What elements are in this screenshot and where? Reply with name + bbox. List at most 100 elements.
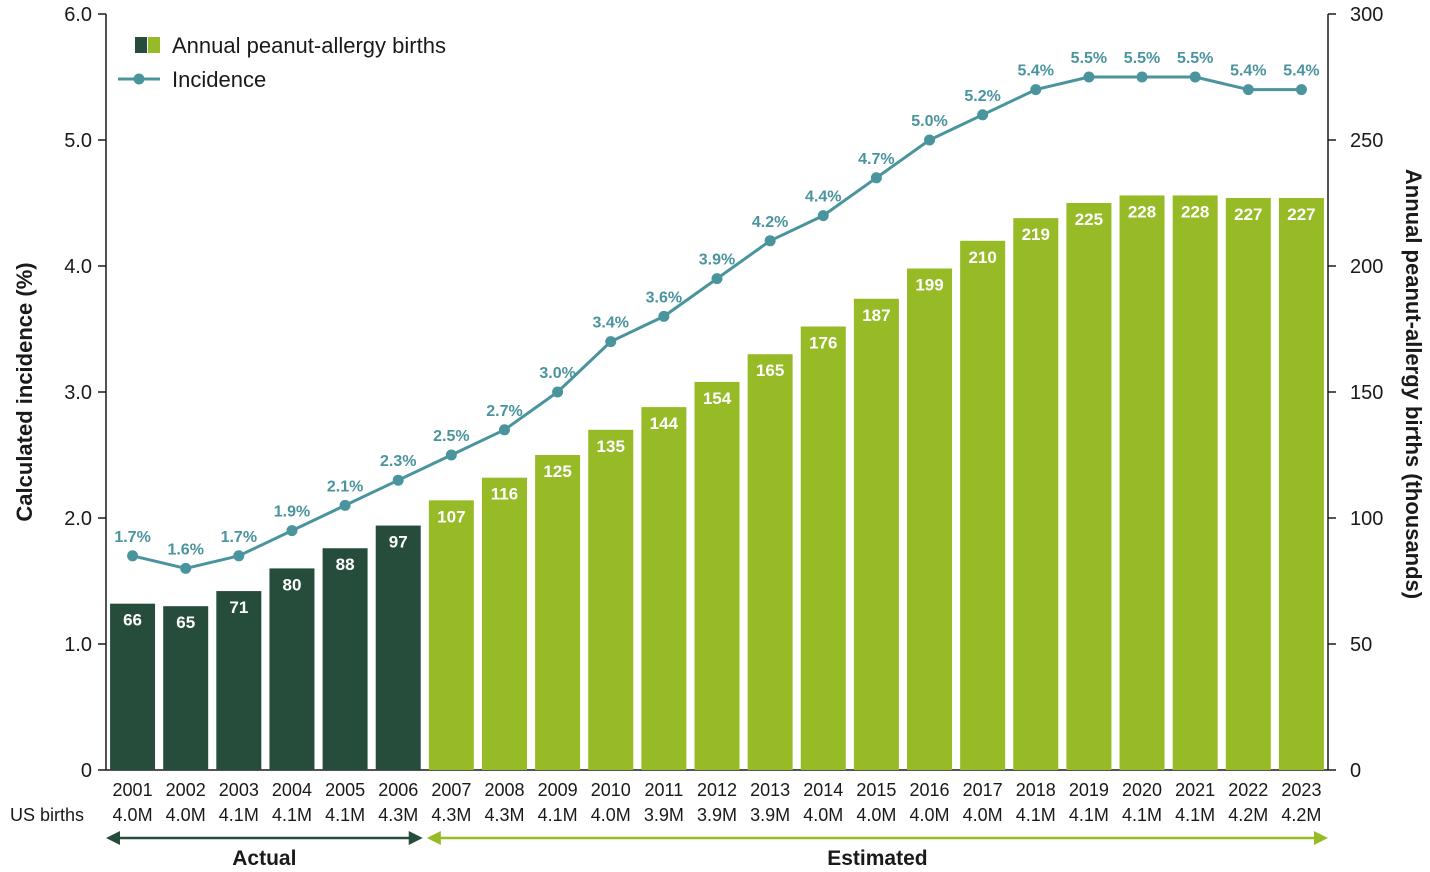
bar [1172, 195, 1218, 770]
bar-value-label: 107 [437, 507, 465, 526]
year-label: 2005 [325, 780, 365, 800]
us-births-label: 4.2M [1228, 805, 1268, 825]
right-axis-title: Annual peanut-allergy births (thousands) [1401, 169, 1426, 599]
right-axis-tick-label: 100 [1350, 508, 1383, 530]
bar-value-label: 227 [1234, 205, 1262, 224]
incidence-value-label: 3.0% [539, 365, 575, 382]
year-label: 2009 [538, 780, 578, 800]
us-births-label: 4.1M [538, 805, 578, 825]
incidence-value-label: 5.4% [1018, 63, 1054, 80]
bar-value-label: 135 [597, 437, 625, 456]
incidence-value-label: 5.2% [964, 88, 1000, 105]
incidence-point [233, 550, 245, 562]
incidence-value-label: 1.9% [274, 504, 310, 521]
incidence-value-label: 5.0% [911, 113, 947, 130]
bar [322, 548, 368, 770]
incidence-point [605, 336, 617, 348]
us-births-label: 4.2M [1281, 805, 1321, 825]
bar [1066, 203, 1112, 770]
legend-label-line: Incidence [172, 67, 266, 92]
us-births-label: 4.3M [431, 805, 471, 825]
bar [800, 326, 846, 770]
period-label: Actual [232, 847, 296, 870]
bar [1278, 197, 1324, 770]
incidence-point [711, 273, 723, 285]
us-births-label: 4.3M [378, 805, 418, 825]
incidence-value-label: 4.7% [858, 151, 894, 168]
left-axis-tick-label: 5.0 [64, 130, 92, 152]
incidence-point [658, 310, 670, 322]
right-axis-tick-label: 150 [1350, 382, 1383, 404]
right-axis-tick-label: 50 [1350, 634, 1372, 656]
bar [110, 603, 156, 770]
us-births-label: 4.1M [1016, 805, 1056, 825]
incidence-point [392, 474, 404, 486]
incidence-point [1136, 71, 1148, 83]
bar [1013, 218, 1059, 770]
incidence-value-label: 5.5% [1124, 50, 1160, 67]
bar-value-label: 187 [862, 306, 890, 325]
bar-value-label: 66 [123, 611, 142, 630]
us-births-row-label: US births [10, 805, 84, 825]
us-births-label: 4.1M [325, 805, 365, 825]
us-births-label: 4.1M [1175, 805, 1215, 825]
legend-label-bars: Annual peanut-allergy births [172, 33, 446, 58]
year-label: 2022 [1228, 780, 1268, 800]
period-arrow-head-right [408, 831, 423, 845]
bar-value-label: 97 [389, 533, 408, 552]
incidence-point [498, 424, 510, 436]
year-label: 2017 [963, 780, 1003, 800]
legend: Annual peanut-allergy births Incidence [118, 33, 446, 92]
bar [535, 455, 581, 770]
bar [694, 381, 740, 770]
year-label: 2008 [484, 780, 524, 800]
incidence-value-label: 2.1% [327, 478, 363, 495]
incidence-point [339, 499, 351, 511]
us-births-label: 4.0M [910, 805, 950, 825]
incidence-point [552, 386, 564, 398]
legend-bar-swatch-estimated [148, 37, 160, 53]
left-axis-tick-label: 6.0 [64, 4, 92, 26]
left-axis-tick-label: 2.0 [64, 508, 92, 530]
incidence-point [127, 550, 139, 562]
left-axis-title: Calculated incidence (%) [12, 262, 37, 521]
incidence-series: 1.7% 1.6% 1.7% 1.9% 2.1% 2.3% 2.5% 2.7% 3.0% 3.4%… [114, 50, 1320, 574]
bar [960, 240, 1006, 771]
bar [1225, 197, 1271, 770]
us-births-label: 4.1M [272, 805, 312, 825]
bar-value-label: 228 [1181, 202, 1209, 221]
bar-value-label: 125 [543, 462, 571, 481]
bar-value-label: 116 [491, 485, 518, 504]
right-axis-tick-label: 250 [1350, 130, 1383, 152]
period-arrow-head-right [1314, 831, 1328, 845]
left-axis-tick-label: 3.0 [64, 382, 92, 404]
year-label: 2023 [1281, 780, 1321, 800]
bar-value-label: 165 [756, 361, 784, 380]
incidence-value-label: 3.6% [646, 289, 682, 306]
bar [853, 298, 899, 770]
incidence-point [1083, 71, 1095, 83]
incidence-value-label: 5.5% [1177, 50, 1213, 67]
incidence-value-label: 5.4% [1283, 63, 1319, 80]
incidence-point [180, 562, 192, 574]
bar-value-label: 65 [176, 613, 195, 632]
bar [163, 606, 209, 770]
bar-value-label: 228 [1128, 202, 1156, 221]
period-arrows: Actual Estimated [106, 831, 1328, 870]
right-axis-tick-label: 0 [1350, 760, 1361, 782]
bar-value-label: 199 [915, 276, 943, 295]
incidence-point [977, 109, 989, 121]
bar-value-label: 88 [336, 555, 355, 574]
us-births-label: 4.0M [113, 805, 153, 825]
bar [269, 568, 315, 770]
incidence-point [1030, 84, 1042, 96]
us-births-label: 4.0M [963, 805, 1003, 825]
category-labels: 2001 4.0M 2002 4.0M 2003 4.1M 2004 4.1M 2005 4.1M… [113, 780, 1322, 825]
year-label: 2018 [1016, 780, 1056, 800]
us-births-label: 4.0M [856, 805, 896, 825]
left-axis-tick-label: 0 [81, 760, 92, 782]
incidence-value-label: 5.4% [1230, 63, 1266, 80]
bar [375, 525, 421, 770]
year-label: 2003 [219, 780, 259, 800]
